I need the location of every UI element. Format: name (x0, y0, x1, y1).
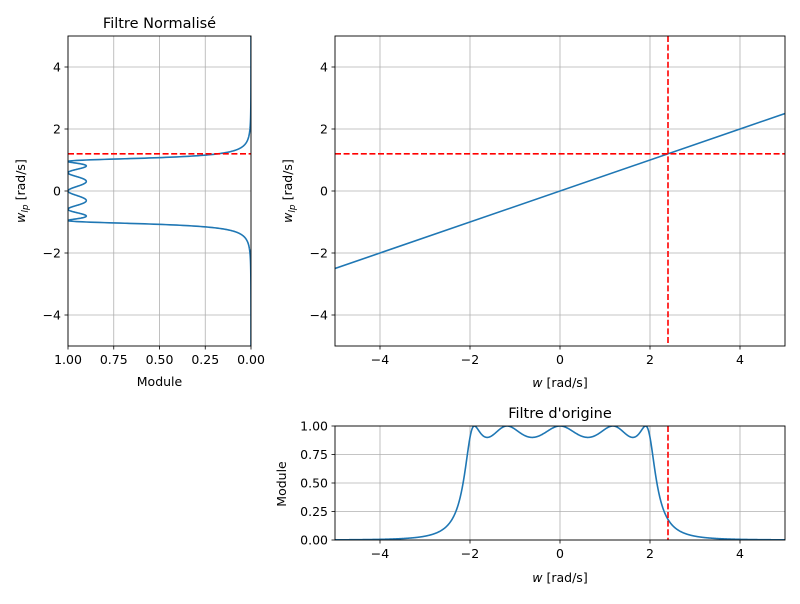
y-tick-label: −2 (310, 246, 328, 261)
plot-area (335, 426, 785, 540)
y-tick-label: 0.25 (300, 504, 328, 519)
y-tick-label: −4 (310, 308, 328, 323)
series-line (335, 426, 785, 540)
x-tick-label: 0.00 (237, 352, 265, 367)
mapping-ylabel: wlp [rad/s] (280, 159, 298, 223)
x-tick-label: −2 (461, 546, 479, 561)
y-tick-label: 0 (53, 184, 61, 199)
y-tick-label: 2 (320, 122, 328, 137)
y-tick-label: 0.00 (300, 533, 328, 548)
x-tick-label: −4 (371, 352, 389, 367)
y-tick-label: −4 (43, 308, 61, 323)
x-tick-label: 0 (556, 546, 564, 561)
x-tick-label: 2 (646, 546, 654, 561)
y-tick-label: 0.75 (300, 447, 328, 462)
y-tick-label: 4 (53, 60, 61, 75)
x-tick-label: 0 (556, 352, 564, 367)
axes-frame (67, 35, 252, 347)
plot-area (335, 36, 785, 346)
axes-frame (334, 35, 786, 347)
y-tick-label: −2 (43, 246, 61, 261)
x-tick-label: 0.50 (146, 352, 174, 367)
original-title: Filtre d'origine (508, 406, 612, 422)
original-xlabel: w [rad/s] (532, 570, 587, 585)
normalized-filter-axes: 1.00 0.75 0.50 0.25 0.00 −4 −2 0 2 4 (43, 35, 265, 367)
y-tick-label: 2 (53, 122, 61, 137)
x-tick-label: 2 (646, 352, 654, 367)
x-tick-label: 0.75 (100, 352, 128, 367)
original-filter-axes: −4 −2 0 2 4 0.00 0.25 0.50 0.75 1.00 (300, 419, 786, 561)
y-tick-label: 0.50 (300, 476, 328, 491)
axes-frame (334, 425, 786, 541)
frequency-mapping-axes: −4 −2 0 2 4 −4 −2 0 2 4 (310, 35, 786, 367)
original-ylabel: Module (274, 461, 289, 507)
normalized-xlabel: Module (137, 374, 183, 389)
normalized-ylabel: wlp [rad/s] (13, 159, 31, 223)
y-tick-label: 4 (320, 60, 328, 75)
x-tick-label: 4 (736, 546, 744, 561)
x-tick-label: 0.25 (191, 352, 219, 367)
series-line (335, 112, 785, 270)
x-tick-label: −4 (371, 546, 389, 561)
y-tick-label: 0 (320, 184, 328, 199)
x-tick-label: −2 (461, 352, 479, 367)
x-tick-label: 4 (736, 352, 744, 367)
y-tick-label: 1.00 (300, 419, 328, 434)
x-tick-label: 1.00 (54, 352, 82, 367)
normalized-title: Filtre Normalisé (103, 16, 216, 32)
mapping-xlabel: w [rad/s] (532, 375, 587, 390)
